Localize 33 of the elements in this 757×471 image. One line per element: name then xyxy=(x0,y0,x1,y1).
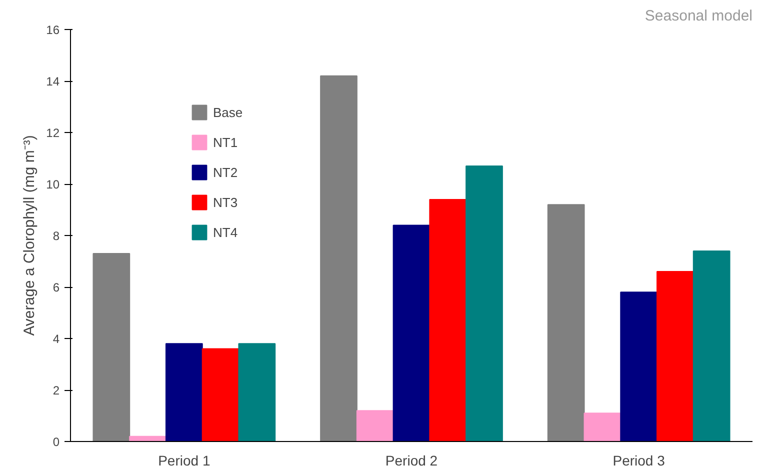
bar xyxy=(165,343,203,442)
y-tick-label: 4 xyxy=(52,332,60,346)
bar xyxy=(429,198,467,442)
y-tick-label: 16 xyxy=(46,23,60,37)
legend-label: NT1 xyxy=(213,134,238,150)
bar xyxy=(238,343,276,442)
y-tick-label: 14 xyxy=(46,74,60,88)
y-axis-title: Average a Clorophyll (mg m⁻³) xyxy=(21,135,38,336)
bar xyxy=(466,165,503,442)
y-tick-label: 10 xyxy=(46,178,60,192)
bar xyxy=(692,250,730,442)
bar xyxy=(92,253,130,442)
y-tick-label: 0 xyxy=(52,435,60,449)
bar xyxy=(584,412,622,442)
legend-label: Base xyxy=(213,104,243,120)
bar xyxy=(620,292,658,442)
bar xyxy=(202,348,240,442)
chart-title: Seasonal model xyxy=(644,8,753,24)
bar xyxy=(392,224,430,442)
x-tick-label: Period 1 xyxy=(158,452,210,468)
x-tick-label: Period 3 xyxy=(612,452,666,468)
legend-label: NT3 xyxy=(213,194,238,210)
y-tick-label: 6 xyxy=(52,280,60,294)
bar xyxy=(656,271,694,442)
x-tick-label: Period 2 xyxy=(385,452,438,468)
bar xyxy=(547,204,585,442)
legend-label: NT2 xyxy=(213,164,238,180)
bar xyxy=(356,410,394,442)
y-tick-label: 12 xyxy=(46,126,60,140)
y-tick-label: 8 xyxy=(52,229,60,243)
legend-label: NT4 xyxy=(213,224,238,240)
bar xyxy=(320,75,358,442)
y-tick-label: 2 xyxy=(52,384,60,398)
